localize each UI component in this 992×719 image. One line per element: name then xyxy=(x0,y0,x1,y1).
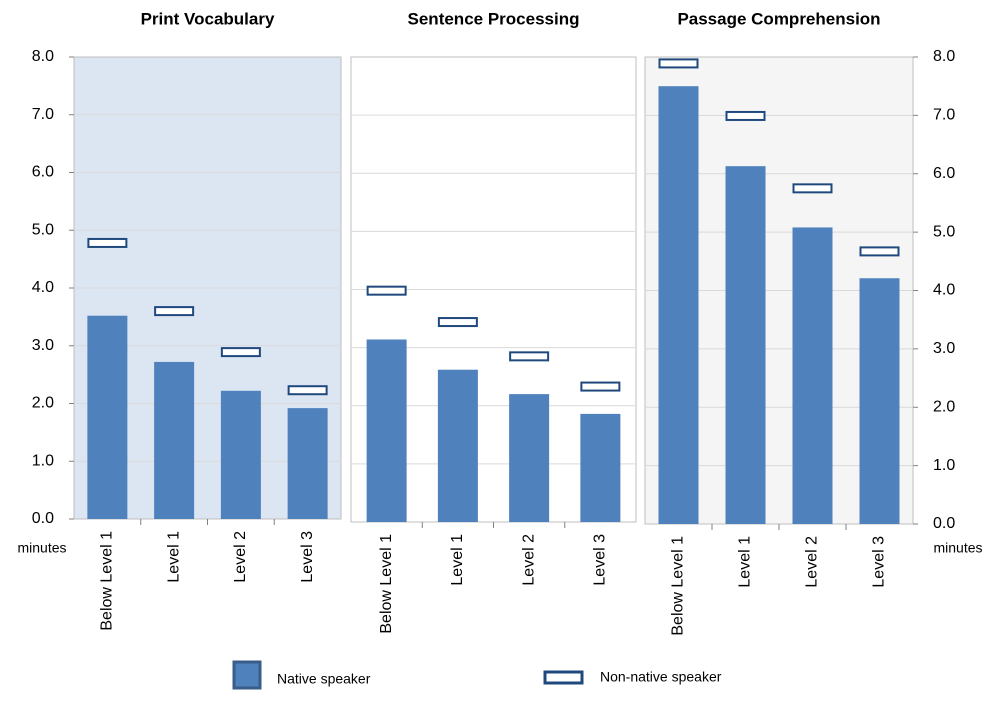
y-tick-label: 6.0 xyxy=(933,165,955,182)
panel-title: Sentence Processing xyxy=(408,9,580,28)
bar xyxy=(287,408,328,519)
bar xyxy=(509,394,550,522)
bar xyxy=(220,390,261,519)
y-tick-label: 0.0 xyxy=(32,510,54,527)
marker xyxy=(859,246,900,257)
marker xyxy=(220,347,261,358)
x-tick-label: Level 3 xyxy=(299,531,316,583)
marker xyxy=(580,381,621,392)
x-tick-label: Level 2 xyxy=(520,534,537,586)
marker xyxy=(792,183,833,194)
marker xyxy=(658,58,699,69)
bar xyxy=(154,361,195,519)
marker xyxy=(437,317,478,328)
legend-label: Native speaker xyxy=(277,671,371,687)
bar xyxy=(725,166,766,524)
y-axis-label: minutes xyxy=(17,540,66,556)
x-tick-label: Level 1 xyxy=(449,534,466,586)
y-tick-label: 4.0 xyxy=(933,282,955,299)
legend-swatch xyxy=(543,670,584,685)
y-tick-label: 2.0 xyxy=(32,395,54,412)
marker xyxy=(287,385,328,396)
marker xyxy=(366,285,407,296)
y-axis-label: minutes xyxy=(933,540,982,556)
panel-title: Print Vocabulary xyxy=(141,9,275,28)
y-tick-label: 7.0 xyxy=(32,106,54,123)
y-tick-label: 1.0 xyxy=(32,452,54,469)
y-tick-label: 2.0 xyxy=(933,398,955,415)
legend-swatch xyxy=(232,660,262,690)
y-tick-label: 1.0 xyxy=(933,457,955,474)
y-tick-label: 3.0 xyxy=(933,340,955,357)
marker xyxy=(87,237,128,248)
x-tick-label: Below Level 1 xyxy=(670,536,687,636)
y-tick-label: 6.0 xyxy=(32,164,54,181)
x-tick-label: Below Level 1 xyxy=(378,534,395,634)
bar xyxy=(437,369,478,522)
marker xyxy=(509,351,550,362)
y-tick-label: 8.0 xyxy=(933,48,955,65)
y-tick-label: 7.0 xyxy=(933,107,955,124)
y-tick-label: 3.0 xyxy=(32,337,54,354)
x-tick-label: Level 3 xyxy=(592,534,609,586)
legend-label: Non-native speaker xyxy=(600,669,722,685)
x-tick-label: Below Level 1 xyxy=(99,531,116,631)
bar xyxy=(792,227,833,524)
x-tick-label: Level 1 xyxy=(737,536,754,588)
bar xyxy=(859,278,900,524)
bar xyxy=(366,339,407,522)
x-tick-label: Level 3 xyxy=(871,536,888,588)
marker xyxy=(725,110,766,121)
x-tick-label: Level 2 xyxy=(804,536,821,588)
panel-title: Passage Comprehension xyxy=(677,9,880,28)
y-tick-label: 5.0 xyxy=(933,223,955,240)
x-tick-label: Level 1 xyxy=(165,531,182,583)
marker xyxy=(154,306,195,317)
bar xyxy=(87,315,128,519)
y-tick-label: 8.0 xyxy=(32,48,54,65)
y-tick-label: 0.0 xyxy=(933,515,955,532)
x-tick-label: Level 2 xyxy=(232,531,249,583)
bar xyxy=(658,86,699,524)
bar xyxy=(580,413,621,522)
y-tick-label: 4.0 xyxy=(32,279,54,296)
y-tick-label: 5.0 xyxy=(32,221,54,238)
